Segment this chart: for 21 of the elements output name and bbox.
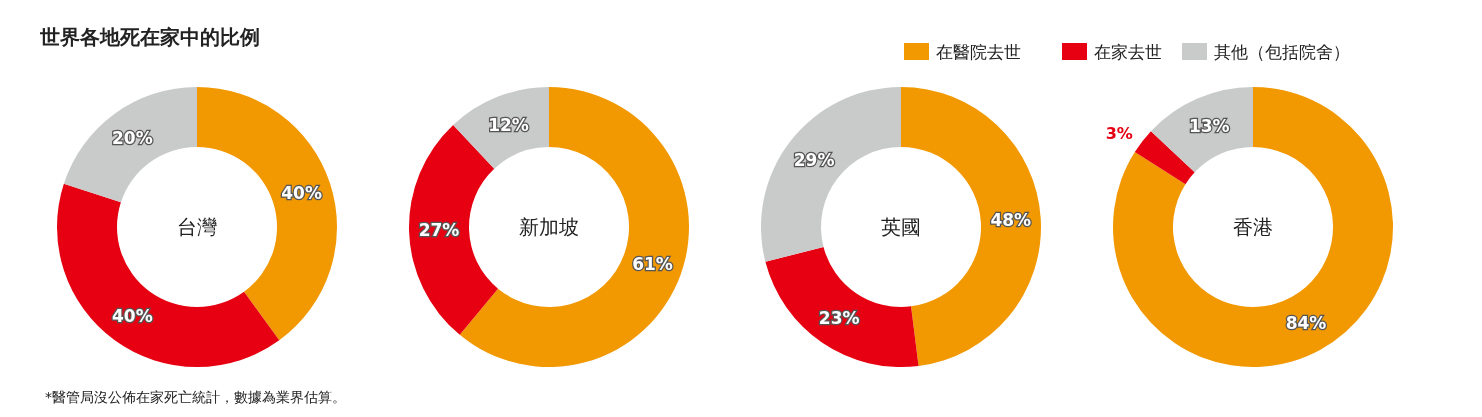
data-label: 3%: [1105, 123, 1133, 143]
legend-label: 在醫院去世: [936, 42, 1021, 62]
text: 台灣: [177, 215, 217, 239]
text: *醫管局沒公佈在家死亡統計，數據為業界估算。: [45, 389, 346, 405]
data-label: 20%: [111, 128, 153, 149]
data-label: 84%: [1285, 313, 1327, 334]
text: 香港: [1233, 215, 1273, 239]
legend-label: 其他（包括院舍）: [1214, 42, 1350, 62]
text: 英國: [881, 215, 921, 239]
data-label: 29%: [793, 149, 835, 170]
legend-label: 在家去世: [1094, 42, 1162, 62]
text: 新加坡: [519, 215, 579, 239]
chart-title: 世界各地死在家中的比例: [39, 25, 260, 49]
data-label: 27%: [418, 220, 460, 241]
data-label: 12%: [488, 114, 529, 135]
data-label: 48%: [990, 210, 1032, 231]
data-label: 40%: [281, 183, 322, 204]
data-label: 61%: [632, 254, 673, 275]
data-label: 13%: [1188, 116, 1230, 137]
data-label: 40%: [111, 305, 153, 326]
data-label: 23%: [818, 307, 860, 328]
